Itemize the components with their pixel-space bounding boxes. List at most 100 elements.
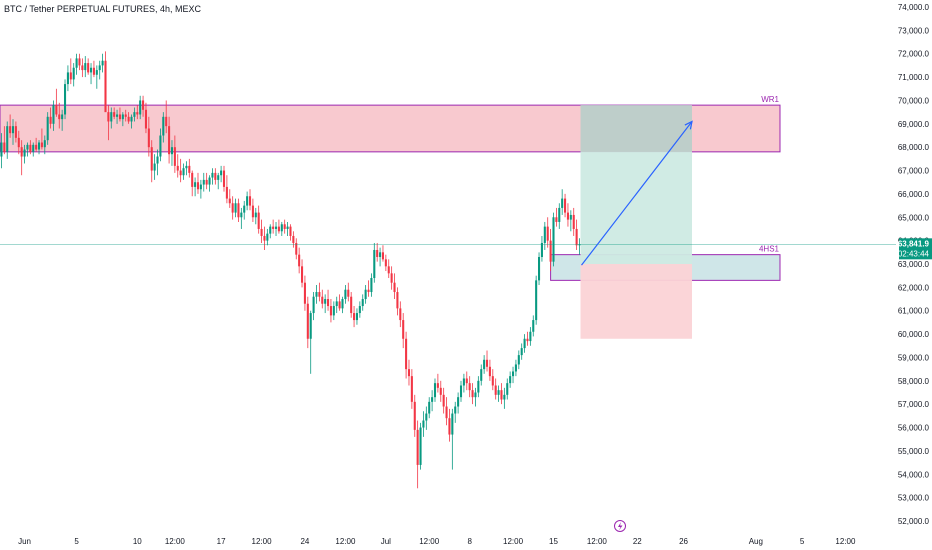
price-tick-label: 65,000.0	[898, 213, 930, 222]
candle	[254, 207, 257, 225]
candle-body	[240, 212, 243, 218]
candle	[399, 301, 402, 328]
candle-body	[196, 182, 200, 190]
candle-body	[49, 116, 52, 124]
candle-body	[306, 303, 309, 339]
candle	[191, 170, 194, 197]
candle	[81, 58, 84, 78]
candle-body	[483, 359, 486, 370]
candle	[422, 411, 425, 437]
candle-body	[116, 114, 119, 117]
price-tick-label: 73,000.0	[898, 26, 930, 35]
candle	[448, 408, 451, 442]
candle-body	[549, 240, 552, 262]
candle-body	[324, 299, 327, 304]
position-zone-overlap	[580, 105, 692, 152]
candle	[220, 165, 223, 183]
candle-body	[124, 114, 127, 117]
time-tick-label: 17	[217, 537, 226, 546]
candle	[144, 102, 148, 134]
candle	[272, 219, 275, 234]
candle	[130, 114, 133, 129]
price-axis[interactable]: 52,000.0 53,000.0 54,000.0 55,000.0 56,000.0…	[898, 3, 932, 526]
countdown-label: 02:43:44	[898, 249, 930, 258]
candle	[142, 95, 145, 117]
candle-body	[150, 147, 153, 171]
candle	[419, 422, 422, 470]
candle-body	[118, 114, 121, 120]
candle-body	[520, 348, 523, 356]
candle-body	[480, 369, 483, 381]
candle	[468, 376, 471, 398]
candle-body	[52, 105, 55, 124]
candle-body	[292, 235, 295, 243]
candle-body	[572, 214, 575, 229]
candle	[277, 219, 280, 234]
candle-body	[153, 163, 156, 171]
price-tick-label: 71,000.0	[898, 73, 930, 82]
time-axis[interactable]: Jun 5 10 12:00 17 12:00 24 12:00 Jul 12:00 8 12:00 1…	[18, 537, 856, 546]
lightning-icon	[618, 522, 623, 531]
event-icon	[614, 520, 626, 532]
candle	[228, 189, 231, 208]
candle-body	[23, 149, 26, 157]
candle	[196, 172, 200, 194]
candle-body	[506, 383, 509, 395]
candle	[561, 189, 564, 215]
candle	[405, 331, 408, 379]
candle-body	[237, 203, 240, 218]
candle	[555, 207, 558, 227]
candle-body	[373, 249, 376, 279]
candle-body	[535, 280, 538, 321]
candle-body	[511, 371, 515, 377]
candle-body	[300, 266, 304, 283]
candle	[29, 140, 32, 155]
candle-body	[199, 184, 202, 190]
candle	[335, 296, 338, 314]
candle-body	[127, 116, 130, 122]
candle	[136, 105, 139, 120]
candle-body	[0, 142, 3, 157]
candle-body	[225, 186, 228, 199]
candle	[413, 394, 416, 437]
candle-body	[566, 212, 569, 220]
candle-body	[448, 418, 451, 435]
candle	[350, 292, 353, 318]
candle	[98, 60, 101, 80]
overlay-layer	[0, 120, 896, 532]
candle	[445, 397, 448, 426]
candle	[298, 247, 301, 274]
candle-body	[347, 289, 350, 297]
candle	[72, 63, 75, 87]
time-tick-label: 10	[133, 537, 142, 546]
candle-body	[277, 226, 280, 232]
price-tick-label: 54,000.0	[898, 470, 930, 479]
candle	[407, 359, 411, 386]
candle	[194, 177, 197, 197]
candle	[188, 158, 191, 178]
time-tick-label: 12:00	[835, 537, 856, 546]
candle-body	[350, 296, 353, 314]
candle-body	[344, 289, 347, 300]
candle	[173, 135, 176, 173]
candle	[35, 137, 38, 152]
candle	[451, 408, 454, 470]
candle-body	[488, 366, 491, 377]
candle-body	[55, 105, 58, 115]
candle-body	[494, 385, 497, 395]
support-zone-label: 4HS1	[759, 245, 780, 254]
time-tick-label: 8	[467, 537, 472, 546]
candle-body	[457, 397, 460, 407]
candle	[263, 226, 266, 250]
candle-body	[561, 198, 564, 208]
price-tick-label: 55,000.0	[898, 447, 930, 456]
candle	[20, 140, 23, 176]
candle	[205, 172, 208, 190]
candle	[491, 369, 494, 391]
candle	[280, 221, 283, 236]
candle-body	[101, 60, 104, 66]
candle-body	[477, 380, 480, 393]
candle-body	[260, 228, 263, 236]
price-tick-label: 68,000.0	[898, 143, 930, 152]
